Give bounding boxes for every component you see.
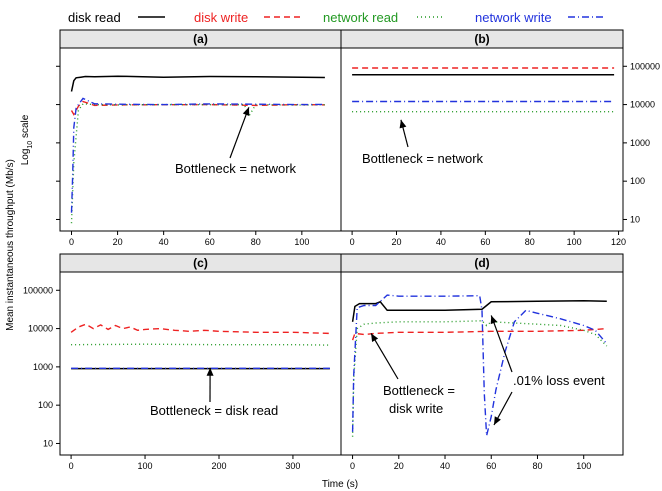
annotation-label: Bottleneck = disk read <box>150 403 278 418</box>
panel-c: (c) 0 100 200 300 10 100 1000 10000 100000 Bottlen… <box>23 253 342 471</box>
legend-label-disk-write: disk write <box>194 10 248 25</box>
x-tick-label: 60 <box>480 237 490 247</box>
panel-a: (a) 0 20 40 60 80 100 Bottleneck = network <box>56 29 342 247</box>
annotation-arrowhead <box>242 107 250 116</box>
panel-strip <box>341 30 623 48</box>
annotation-arrowhead <box>371 333 379 343</box>
x-tick-label: 0 <box>69 237 74 247</box>
legend-label-disk-read: disk read <box>68 10 121 25</box>
x-tick-label: 100 <box>567 237 582 247</box>
series-disk-write <box>70 100 325 116</box>
series-disk-write <box>70 323 330 335</box>
y-tick-label: 10000 <box>630 100 655 110</box>
x-tick-label: 0 <box>69 461 74 471</box>
y-axis-scale-note: Log10 scale <box>20 114 34 165</box>
x-tick-label: 40 <box>436 237 446 247</box>
annotation-arrow <box>370 333 399 380</box>
y-axis-title: Mean instantaneous throughput (Mb/s) <box>5 159 16 331</box>
annotation-label: disk write <box>389 401 443 416</box>
y-tick-label: 10 <box>630 214 640 224</box>
panel-frame <box>340 253 624 456</box>
y-tick-label: 100 <box>630 176 645 186</box>
series-network-write <box>70 97 325 213</box>
panel-title: (c) <box>193 256 208 270</box>
x-tick-label: 20 <box>394 461 404 471</box>
annotation-label: .01% loss event <box>513 373 605 388</box>
annotation-label: Bottleneck = network <box>362 151 484 166</box>
panel-title: (d) <box>474 256 489 270</box>
x-tick-label: 80 <box>532 461 542 471</box>
y-tick-label: 10000 <box>28 324 53 334</box>
series-network-read <box>71 343 330 346</box>
x-tick-label: 120 <box>611 237 626 247</box>
annotation-label: Bottleneck = <box>383 383 455 398</box>
x-tick-label: 40 <box>159 237 169 247</box>
y-tick-label: 100000 <box>23 285 53 295</box>
x-axis-title: Time (s) <box>322 479 358 490</box>
panel-strip <box>60 254 341 272</box>
x-tick-label: 300 <box>285 461 300 471</box>
legend: disk read disk write network read networ… <box>68 10 606 25</box>
legend-label-network-read: network read <box>323 10 398 25</box>
x-tick-label: 20 <box>113 237 123 247</box>
annotation-arrow <box>490 315 513 373</box>
y-tick-label: 10 <box>43 438 53 448</box>
x-tick-label: 0 <box>350 461 355 471</box>
x-tick-label: 100 <box>576 461 591 471</box>
series-network-read <box>351 320 608 437</box>
panel-frame <box>59 253 342 456</box>
annotation-arrow <box>229 107 250 159</box>
panel-frame <box>340 29 624 232</box>
x-tick-label: 60 <box>205 237 215 247</box>
panel-d: (d) 0 20 40 60 80 100 Bottleneck = disk write .01… <box>340 253 624 471</box>
series-network-write <box>351 294 608 436</box>
y-tick-label: 1000 <box>630 138 650 148</box>
annotation-label: Bottleneck = network <box>175 161 297 176</box>
series-disk-read <box>351 300 607 322</box>
legend-label-network-write: network write <box>475 10 552 25</box>
series-disk-write <box>351 327 607 341</box>
panel-b: (b) 0 20 40 60 80 100 120 10 100 1000 10000 100000 Bo… <box>340 29 660 247</box>
annotation-arrowhead <box>206 367 214 376</box>
x-tick-label: 100 <box>138 461 153 471</box>
y-tick-label: 1000 <box>33 362 53 372</box>
panel-strip <box>60 30 341 48</box>
x-tick-label: 100 <box>294 237 309 247</box>
annotation-arrowhead <box>494 416 501 425</box>
x-tick-label: 0 <box>350 237 355 247</box>
x-tick-label: 80 <box>251 237 261 247</box>
x-tick-label: 60 <box>486 461 496 471</box>
x-tick-label: 80 <box>525 237 535 247</box>
panel-frame <box>59 29 342 232</box>
x-tick-label: 40 <box>440 461 450 471</box>
y-tick-label: 100000 <box>630 61 660 71</box>
x-tick-label: 200 <box>211 461 226 471</box>
panel-title: (a) <box>193 32 208 46</box>
annotation-arrowhead <box>399 119 407 129</box>
series-disk-read <box>70 75 325 92</box>
panel-title: (b) <box>474 32 489 46</box>
annotation-arrowhead <box>490 315 498 325</box>
panel-strip <box>341 254 623 272</box>
x-tick-label: 20 <box>392 237 402 247</box>
y-tick-label: 100 <box>38 400 53 410</box>
